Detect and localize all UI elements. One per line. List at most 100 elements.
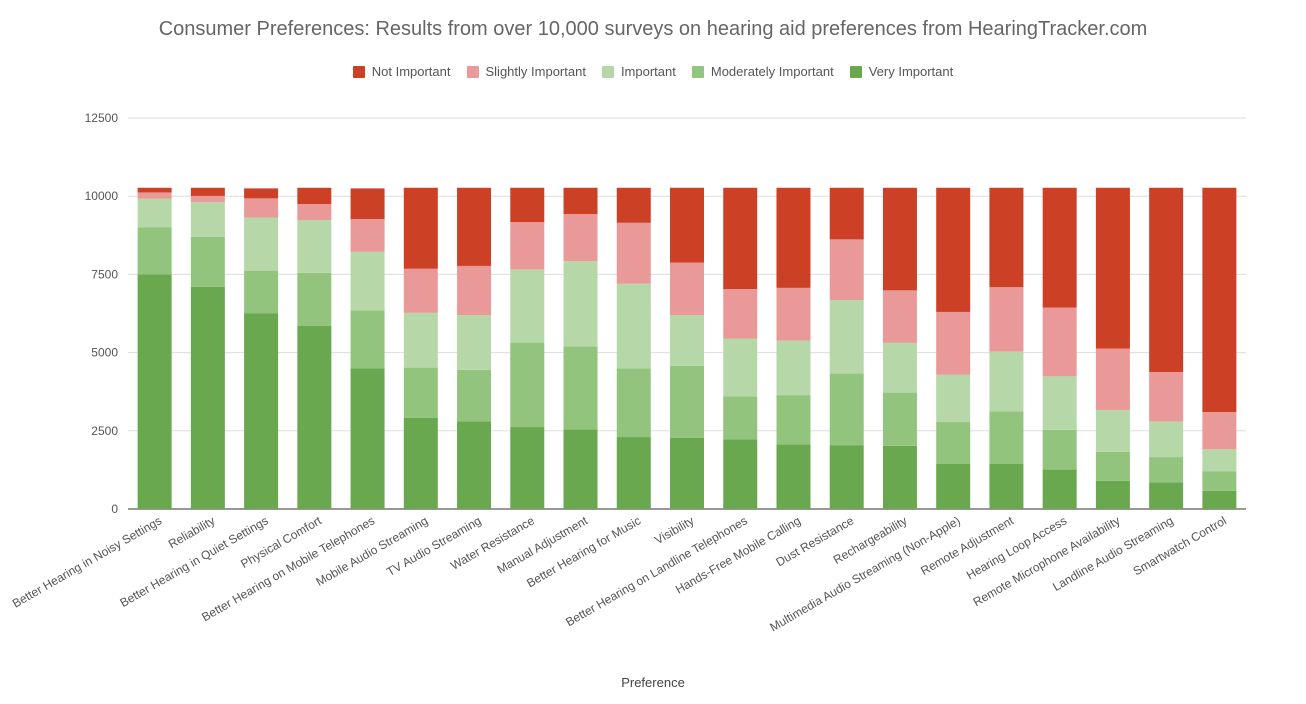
x-tick-label: Visibility (652, 513, 696, 547)
bar-segment (137, 187, 172, 193)
bar-segment (1042, 429, 1077, 470)
bar-segment (1149, 371, 1184, 422)
chart-legend: Not Important Slightly Important Important… (0, 64, 1306, 79)
y-tick-label: 5000 (91, 346, 118, 360)
bar-segment (670, 437, 704, 509)
bar-segment (1042, 376, 1077, 430)
bar-segment (350, 251, 385, 311)
bar-segment (350, 188, 385, 220)
bar-segment (989, 411, 1024, 464)
bar-segment (829, 445, 864, 509)
bar-segment (403, 187, 438, 269)
bar-segment (936, 422, 971, 464)
bar-segment (563, 187, 598, 215)
bar-segment (882, 187, 917, 291)
legend-swatch (601, 65, 614, 78)
bar-segment (563, 261, 598, 347)
bar-segment (776, 444, 811, 509)
legend-swatch (691, 65, 704, 78)
bar-segment (244, 188, 279, 199)
bar-segment (297, 204, 332, 220)
bar-segment (137, 227, 172, 275)
bar-segment (829, 373, 864, 446)
bar-segment (1095, 480, 1130, 509)
bar-segment (510, 427, 545, 509)
bar-segment (1095, 187, 1130, 349)
bar-segment (457, 315, 492, 370)
bar-segment (723, 396, 758, 440)
y-tick-label: 7500 (91, 267, 118, 281)
bar-segment (989, 463, 1024, 509)
bar-segment (936, 463, 971, 509)
bar-segment (1149, 187, 1184, 372)
bar-segment (882, 290, 917, 343)
y-tick-label: 2500 (91, 424, 118, 438)
bar-segment (1095, 348, 1130, 411)
bar-segment (776, 395, 811, 445)
bar-segment (563, 429, 598, 509)
bar-segment (829, 239, 864, 301)
bar-segment (190, 236, 225, 287)
bar-segment (723, 338, 758, 397)
bar-segment (190, 187, 225, 196)
bar-segment (1149, 482, 1184, 509)
bar-segment (190, 202, 225, 237)
bar-segment (776, 187, 811, 288)
bar-segment (616, 283, 651, 369)
bar-segment (350, 310, 385, 369)
bar-segment (137, 198, 172, 228)
bar-segment (510, 187, 545, 223)
bar-segment (350, 368, 385, 509)
bar-segment (244, 270, 279, 314)
bar-segment (1202, 449, 1237, 472)
bar-segment (510, 269, 545, 343)
bar-segment (244, 217, 279, 271)
bar-segment (670, 262, 704, 316)
bar-segment (190, 195, 225, 203)
bar-segment (776, 287, 811, 341)
bar-segment (989, 287, 1024, 352)
legend-swatch (466, 65, 479, 78)
x-tick-label: Multimedia Audio Streaming (Non-Apple) (767, 513, 962, 634)
y-tick-label: 0 (111, 502, 118, 516)
bar-segment (1202, 490, 1237, 509)
bar-segment (297, 219, 332, 273)
bar-segment (723, 187, 758, 290)
bar-segment (1042, 307, 1077, 377)
bar-segment (403, 367, 438, 418)
bar-segment (1149, 457, 1184, 483)
legend-label: Moderately Important (710, 64, 834, 79)
x-axis-title: Preference (621, 675, 685, 690)
bar-segment (350, 219, 385, 252)
bar-segment (403, 417, 438, 509)
bar-segment (137, 274, 172, 509)
bar-segment (936, 374, 971, 423)
bar-segment (882, 445, 917, 509)
bar-segment (563, 346, 598, 430)
bar-segment (989, 187, 1024, 288)
bar-segment (989, 351, 1024, 412)
bar-segment (882, 392, 917, 446)
legend-label: Important (620, 64, 676, 79)
bar-segment (1095, 410, 1130, 452)
bar-segment (457, 187, 492, 266)
bar-segment (1149, 421, 1184, 458)
bar-segment (1202, 471, 1237, 491)
bar-segment (616, 368, 651, 438)
legend-item: Important (601, 64, 676, 79)
y-tick-label: 12500 (85, 111, 119, 125)
legend-item: Moderately Important (691, 64, 834, 79)
legend-swatch (849, 65, 862, 78)
bar-segment (670, 315, 704, 366)
bar-segment (297, 187, 332, 205)
bar-segment (936, 187, 971, 312)
bar-segment (1202, 412, 1237, 450)
legend-label: Slightly Important (485, 64, 586, 79)
bar-segment (244, 198, 279, 218)
chart-title: Consumer Preferences: Results from over … (158, 18, 1148, 40)
bar-segment (723, 289, 758, 339)
bar-segment (137, 192, 172, 199)
bar-segment (616, 222, 651, 284)
bar-segment (616, 437, 651, 509)
